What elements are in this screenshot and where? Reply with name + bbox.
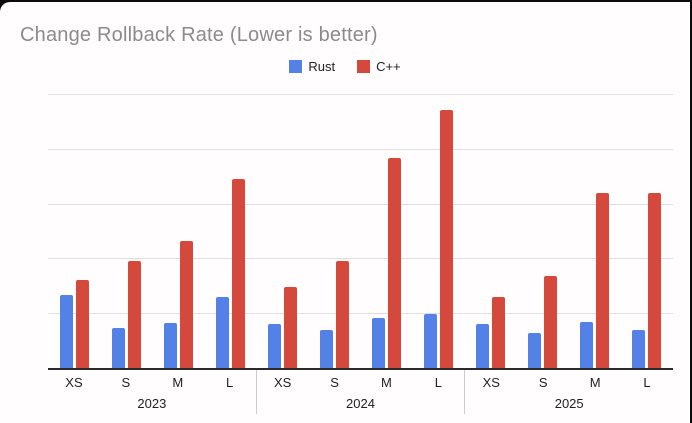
bar-rust-2023-L[interactable] [215, 296, 229, 369]
category-label-2024-M: M [381, 375, 392, 390]
bar-cluster-2024-XS [267, 286, 297, 369]
bar-cluster-2023-L [215, 179, 245, 369]
category-label-2023-M: M [172, 375, 184, 390]
legend-label-rust: Rust [308, 59, 336, 74]
bar-cluster-2024-M [372, 157, 402, 369]
gridline [48, 148, 673, 150]
bar-cluster-2023-XS [59, 280, 89, 369]
bar-rust-2025-XS[interactable] [476, 324, 490, 369]
category-label-2023-XS: XS [65, 375, 83, 390]
bar-cpp-2025-M[interactable] [596, 192, 610, 369]
bars-layer [48, 80, 673, 369]
bar-rust-2025-M[interactable] [580, 321, 594, 369]
bar-cpp-2023-XS[interactable] [75, 280, 89, 369]
gridline [48, 258, 673, 260]
year-label-2025: 2025 [554, 396, 584, 411]
bar-cluster-2025-S [528, 275, 558, 369]
bar-group-2025 [465, 80, 673, 369]
legend-label-cpp: C++ [376, 59, 401, 74]
year-label-2024: 2024 [346, 396, 375, 411]
plot-area [48, 80, 673, 370]
bar-rust-2025-L[interactable] [632, 329, 646, 369]
gridline [48, 313, 673, 315]
category-label-2025-S: S [538, 375, 548, 390]
bar-cpp-2024-XS[interactable] [283, 286, 297, 369]
category-label-row: XS S M L [48, 370, 256, 390]
category-label-2025-XS: XS [482, 375, 500, 390]
bar-group-2023 [48, 80, 256, 369]
bar-rust-2023-XS[interactable] [59, 294, 73, 369]
bar-group-2024 [256, 80, 464, 369]
legend: Rust C++ [0, 59, 690, 74]
bar-cluster-2025-XS [476, 296, 506, 369]
bar-cpp-2025-L[interactable] [648, 192, 662, 369]
legend-item-cpp: C++ [357, 59, 401, 74]
category-label-2024-L: L [434, 375, 442, 390]
bar-cluster-2025-M [580, 192, 610, 369]
x-axis-line [48, 368, 673, 370]
bar-cpp-2024-M[interactable] [388, 157, 402, 369]
bar-rust-2024-L[interactable] [424, 314, 438, 369]
category-label-2023-S: S [121, 375, 131, 390]
bar-rust-2023-S[interactable] [111, 328, 125, 369]
category-label-2024-S: S [330, 375, 339, 390]
category-label-row: XS S M L [465, 370, 673, 390]
bar-rust-2023-M[interactable] [163, 323, 177, 369]
bar-cpp-2025-S[interactable] [544, 275, 558, 369]
bar-rust-2024-S[interactable] [319, 329, 333, 369]
x-axis-labels-area: XS S M L 2023 XS S M L 2024 XS S M L 2025 [48, 370, 673, 414]
bar-cluster-2023-M [163, 240, 193, 369]
chart-title: Change Rollback Rate (Lower is better) [20, 24, 378, 46]
bar-rust-2025-S[interactable] [528, 332, 542, 369]
year-label-2023: 2023 [137, 396, 167, 411]
bar-rust-2024-XS[interactable] [267, 324, 281, 369]
category-label-2024-XS: XS [273, 375, 292, 390]
bar-rust-2024-M[interactable] [372, 317, 386, 369]
gridline [48, 203, 673, 205]
category-label-row: XS S M L [257, 370, 465, 390]
x-axis-group-2023: XS S M L 2023 [48, 370, 256, 414]
bar-cpp-2025-XS[interactable] [492, 296, 506, 369]
rust-color-swatch-icon [289, 60, 303, 73]
x-axis-group-2024: XS S M L 2024 [255, 370, 465, 414]
bar-cpp-2024-S[interactable] [335, 260, 349, 369]
bar-cluster-2024-L [424, 110, 454, 369]
bar-cpp-2023-M[interactable] [179, 240, 193, 369]
category-label-2025-L: L [643, 375, 651, 390]
category-label-2023-L: L [226, 375, 234, 390]
bar-cluster-2025-L [632, 192, 662, 369]
x-axis-group-2025: XS S M L 2025 [464, 370, 673, 414]
bar-cluster-2024-S [319, 260, 349, 369]
category-label-2025-M: M [589, 375, 601, 390]
cpp-color-swatch-icon [357, 60, 371, 73]
bar-cpp-2023-S[interactable] [127, 260, 141, 369]
bar-cpp-2023-L[interactable] [231, 179, 245, 369]
legend-item-rust: Rust [289, 59, 335, 74]
gridline [48, 94, 673, 95]
bar-cluster-2023-S [111, 260, 141, 369]
bar-cpp-2024-L[interactable] [440, 110, 454, 369]
